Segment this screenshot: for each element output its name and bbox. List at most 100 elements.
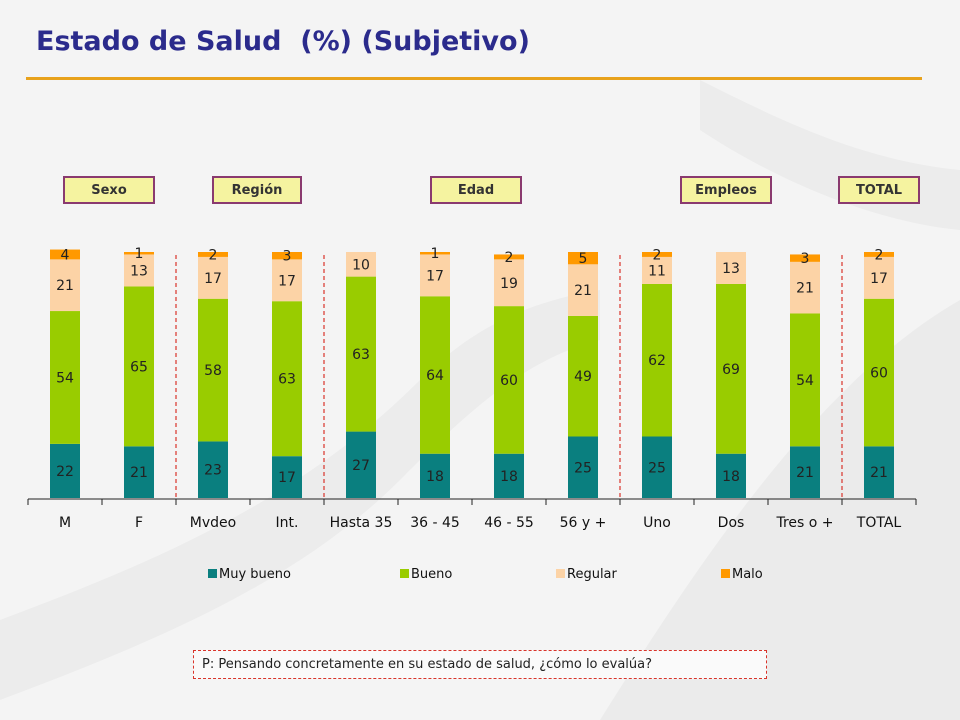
data-label-regular-10: 13: [722, 261, 740, 277]
data-label-malo-2: 1: [135, 246, 144, 262]
bar-regular-11: [790, 261, 820, 314]
bar-regular-6: [420, 254, 450, 297]
data-label-regular-3: 17: [204, 271, 222, 287]
bar-regular-2: [124, 254, 154, 287]
bar-muy-bueno-8: [568, 436, 598, 498]
bar-muy-bueno-7: [494, 453, 524, 498]
data-label-malo-1: 4: [61, 247, 70, 263]
x-tick-label: Tres o +: [775, 515, 833, 531]
bar-muy-bueno-4: [272, 456, 302, 498]
x-tick-label: 36 - 45: [410, 515, 460, 531]
page-title: Estado de Salud (%) (Subjetivo): [36, 26, 530, 57]
x-tick-label: Int.: [276, 515, 299, 531]
bar-regular-9: [642, 256, 672, 284]
data-label-malo-8: 5: [579, 251, 588, 267]
bar-malo-9: [642, 252, 672, 257]
bar-bueno-3: [198, 298, 228, 442]
bar-muy-bueno-12: [864, 446, 894, 498]
bar-bueno-7: [494, 306, 524, 454]
legend-swatch-malo: [721, 569, 730, 578]
bar-bueno-11: [790, 313, 820, 447]
x-tick-label: Dos: [718, 515, 745, 531]
data-label-regular-2: 13: [130, 263, 148, 279]
legend-label-regular: Regular: [567, 567, 618, 582]
data-label-malo-9: 2: [653, 247, 662, 263]
bar-regular-1: [50, 259, 80, 312]
bar-malo-7: [494, 254, 524, 260]
bar-malo-2: [124, 252, 154, 255]
data-label-bueno-10: 69: [722, 362, 740, 378]
legend-swatch-bueno: [400, 569, 409, 578]
bar-muy-bueno-11: [790, 446, 820, 498]
bar-bueno-10: [716, 283, 746, 454]
bar-regular-7: [494, 259, 524, 307]
bar-malo-8: [568, 252, 598, 265]
bar-malo-4: [272, 252, 302, 260]
bar-regular-4: [272, 259, 302, 302]
data-label-bueno-6: 64: [426, 368, 444, 384]
legend-label-muy-bueno: Muy bueno: [219, 567, 291, 582]
bar-bueno-4: [272, 301, 302, 457]
data-label-malo-6: 1: [431, 246, 440, 262]
x-tick-label: Uno: [643, 515, 671, 531]
group-tag-empleos: Empleos: [680, 176, 772, 204]
bar-regular-5: [346, 252, 376, 277]
x-tick-label: 46 - 55: [484, 515, 534, 531]
group-tag-region: Región: [212, 176, 302, 204]
data-label-regular-4: 17: [278, 273, 296, 289]
bar-bueno-6: [420, 296, 450, 454]
bar-malo-12: [864, 252, 894, 257]
data-label-bueno-9: 62: [648, 353, 666, 369]
x-tick-label: 56 y +: [560, 515, 607, 531]
bar-regular-12: [864, 256, 894, 299]
bar-muy-bueno-5: [346, 431, 376, 498]
data-label-bueno-4: 63: [278, 372, 296, 388]
data-label-regular-7: 19: [500, 276, 518, 292]
data-label-muy-bueno-1: 22: [56, 464, 74, 480]
data-label-regular-12: 17: [870, 271, 888, 287]
bar-bueno-9: [642, 283, 672, 437]
x-tick-label: M: [59, 515, 71, 531]
data-label-bueno-7: 60: [500, 373, 518, 389]
group-tag-total: TOTAL: [838, 176, 920, 204]
legend-swatch-regular: [556, 569, 565, 578]
x-tick-label: Mvdeo: [190, 515, 236, 531]
bar-bueno-2: [124, 286, 154, 447]
data-label-malo-3: 2: [209, 247, 218, 263]
data-label-muy-bueno-10: 18: [722, 469, 740, 485]
data-label-muy-bueno-11: 21: [796, 465, 814, 481]
legend-label-bueno: Bueno: [411, 567, 452, 582]
data-label-malo-7: 2: [505, 250, 514, 266]
bar-malo-6: [420, 252, 450, 255]
data-label-bueno-12: 60: [870, 366, 888, 382]
data-label-regular-6: 17: [426, 268, 444, 284]
data-label-regular-8: 21: [574, 283, 592, 299]
data-label-muy-bueno-8: 25: [574, 460, 592, 476]
data-label-bueno-8: 49: [574, 369, 592, 385]
data-label-bueno-1: 54: [56, 370, 74, 386]
data-label-muy-bueno-6: 18: [426, 469, 444, 485]
data-label-bueno-5: 63: [352, 347, 370, 363]
bar-muy-bueno-9: [642, 436, 672, 498]
group-tag-sexo: Sexo: [63, 176, 155, 204]
bar-malo-11: [790, 254, 820, 262]
bar-malo-3: [198, 252, 228, 257]
data-label-bueno-3: 58: [204, 363, 222, 379]
legend-swatch-muy-bueno: [208, 569, 217, 578]
bar-bueno-1: [50, 311, 80, 444]
bar-bueno-8: [568, 315, 598, 437]
data-label-muy-bueno-2: 21: [130, 465, 148, 481]
x-tick-label: Hasta 35: [330, 515, 393, 531]
question-box: P: Pensando concretamente en su estado d…: [193, 650, 767, 679]
data-label-regular-1: 21: [56, 278, 74, 294]
data-label-bueno-11: 54: [796, 373, 814, 389]
bar-muy-bueno-6: [420, 453, 450, 498]
bar-malo-1: [50, 249, 80, 260]
data-label-muy-bueno-5: 27: [352, 458, 370, 474]
data-label-regular-9: 11: [648, 263, 666, 279]
bar-muy-bueno-2: [124, 446, 154, 498]
group-tag-edad: Edad: [430, 176, 522, 204]
bar-regular-8: [568, 264, 598, 316]
bar-regular-3: [198, 256, 228, 299]
